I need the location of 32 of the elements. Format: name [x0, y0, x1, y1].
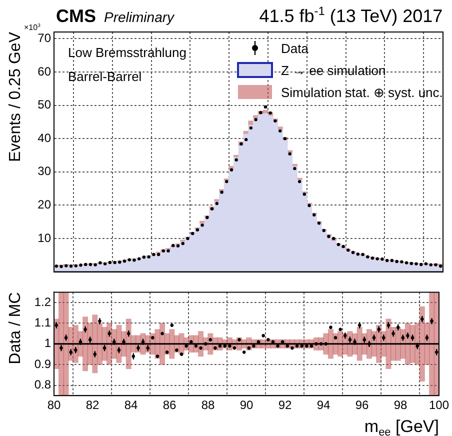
x-tick-label: 80: [47, 398, 61, 412]
y-tick-label: 1.1: [34, 316, 52, 330]
x-tick-label: 90: [240, 398, 254, 412]
x-tick-label: 94: [316, 398, 330, 412]
chart-subtitle: Preliminary: [104, 9, 176, 25]
y-axis-title: Data / MC: [7, 292, 24, 364]
annotation: Low Bremsstrahlung: [68, 45, 186, 60]
x-tick-label: 84: [124, 398, 138, 412]
y-tick-label: 0.9: [34, 356, 52, 371]
y-tick-label: 30: [38, 164, 52, 178]
y-axis-title: Events / 0.25 GeV: [7, 32, 24, 162]
y-tick-label: 10: [38, 230, 52, 245]
chart-title: CMS: [56, 6, 96, 26]
x-tick-label: 92: [278, 398, 292, 412]
legend-label: Z → ee simulation: [281, 63, 386, 78]
legend-label: Simulation stat. ⊕ syst. unc.: [281, 85, 443, 100]
y-tick-label: 1.2: [34, 294, 52, 309]
x-tick-label: 82: [86, 398, 100, 412]
x-tick-label: 98: [394, 398, 408, 412]
y-tick-label: 20: [38, 198, 52, 212]
x-tick-label: 100: [428, 398, 450, 412]
annotation: Barrel-Barrel: [68, 69, 142, 84]
x-tick-label: 88: [201, 398, 215, 412]
y-tick-label: 50: [38, 98, 52, 112]
x-tick-label: 86: [162, 398, 176, 412]
y-tick-label: 70: [38, 30, 52, 45]
y-tick-label: 40: [38, 130, 52, 145]
y-tick-label: 60: [38, 64, 52, 78]
legend-label: Data: [281, 41, 310, 56]
x-tick-label: 96: [355, 398, 369, 412]
y-tick-label: 0.8: [34, 378, 52, 392]
y-tick-label: 1: [44, 336, 52, 350]
